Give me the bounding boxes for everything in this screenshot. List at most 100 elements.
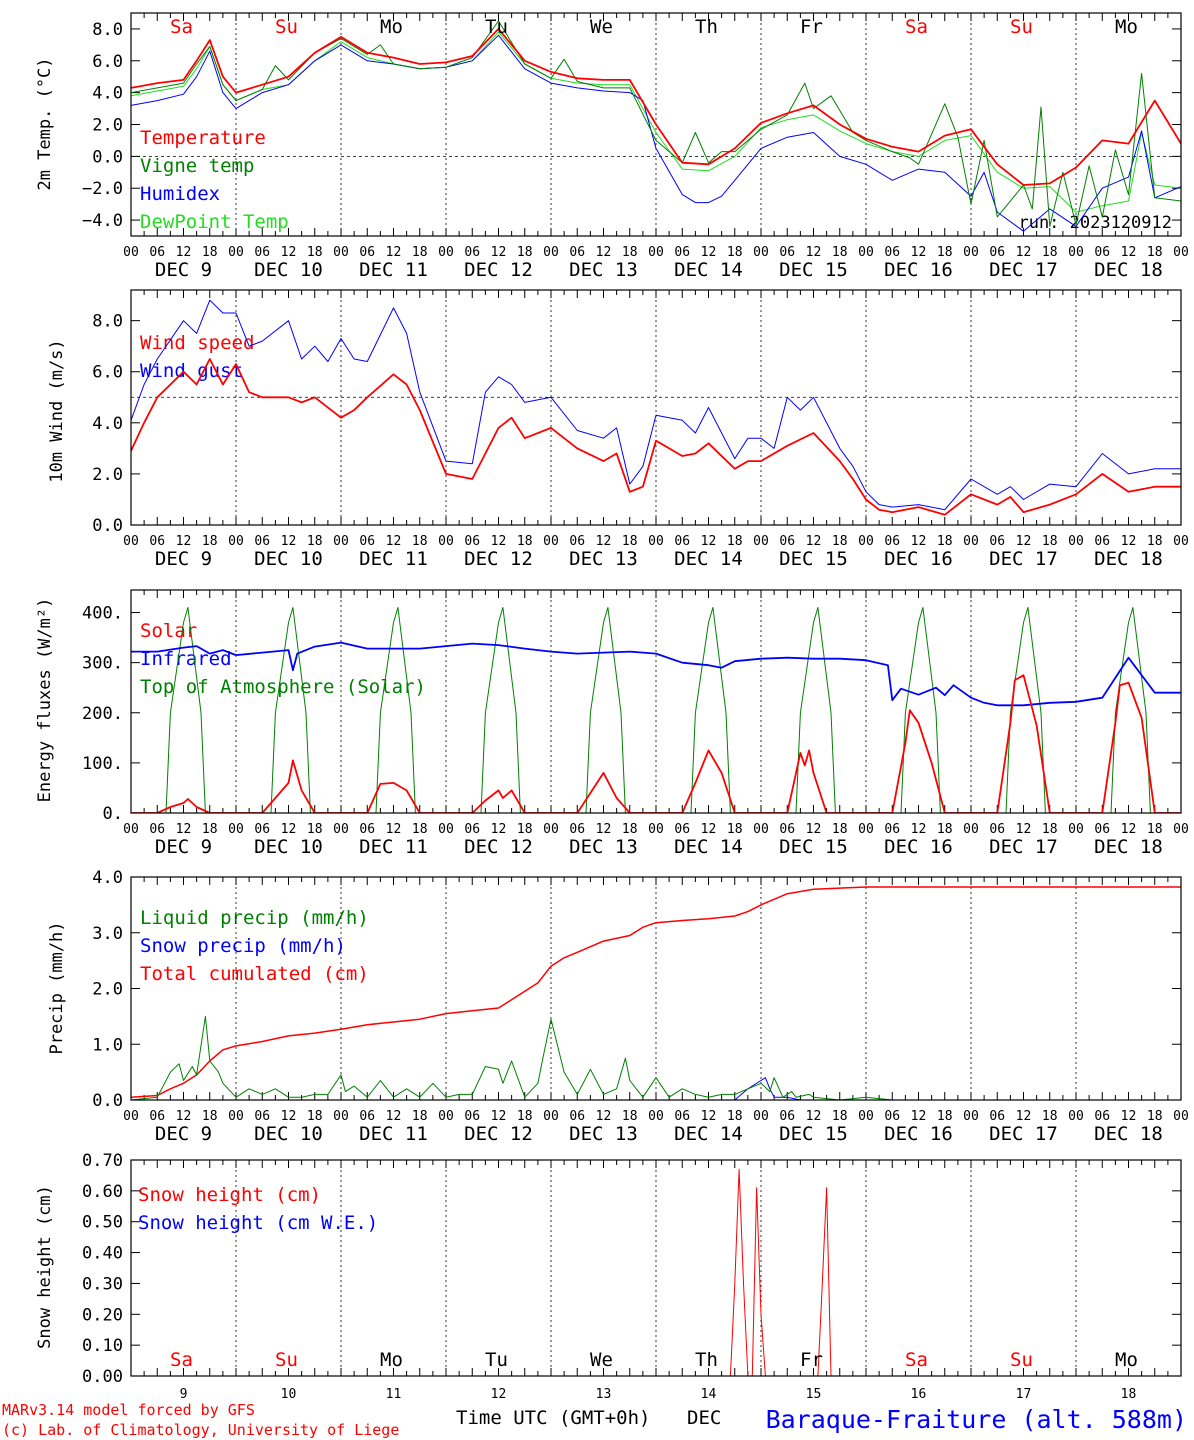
- hour-tick-label: 06: [884, 1109, 900, 1124]
- day-date-label: DEC 13: [569, 836, 638, 858]
- hour-tick-label: 12: [281, 1109, 297, 1124]
- day-number-label: 12: [491, 1387, 507, 1402]
- hour-tick-label: 06: [1094, 822, 1110, 837]
- hour-tick-label: 00: [858, 822, 874, 837]
- hour-tick-label: 18: [832, 245, 848, 260]
- y-tick-label: 2.0: [92, 980, 123, 1000]
- hour-tick-label: 18: [202, 1109, 218, 1124]
- hour-tick-label: 18: [937, 245, 953, 260]
- y-tick-label: 200.: [82, 704, 123, 724]
- series-line: [131, 1015, 1181, 1100]
- temperature-panel: 2m Temp. (°C) Temperature Vigne temp Hum…: [35, 57, 1172, 233]
- hour-tick-label: 00: [123, 1109, 139, 1124]
- hour-tick-label: 12: [281, 822, 297, 837]
- weekday-label: Sa: [170, 16, 193, 38]
- legend-wind-speed: Wind speed: [140, 332, 254, 354]
- hour-tick-label: 06: [359, 245, 375, 260]
- energy-ylabel: Energy fluxes (W/m²): [35, 598, 55, 803]
- day-date-label: DEC 10: [254, 836, 323, 858]
- hour-tick-label: 00: [858, 534, 874, 549]
- y-tick-label: 3.0: [92, 924, 123, 944]
- hour-tick-label: 06: [359, 1109, 375, 1124]
- hour-tick-label: 06: [674, 822, 690, 837]
- day-date-label: DEC 11: [359, 259, 428, 281]
- day-number-label: 15: [806, 1387, 822, 1402]
- hour-tick-label: 18: [832, 1109, 848, 1124]
- wind-plot: 00 06 12 18 00 06 12 18 00 06 12 18 00 06 12 18 00 06 12 18…: [92, 289, 1189, 570]
- hour-tick-label: 18: [307, 245, 323, 260]
- hour-tick-label: 12: [491, 1109, 507, 1124]
- hour-tick-label: 12: [176, 534, 192, 549]
- hour-tick-label: 00: [1068, 1109, 1084, 1124]
- weekday-label: Th: [695, 16, 718, 38]
- hour-tick-label: 00: [333, 822, 349, 837]
- y-tick-label: 0.50: [82, 1213, 123, 1233]
- hour-tick-label: 12: [911, 822, 927, 837]
- hour-tick-label: 12: [701, 822, 717, 837]
- series-line: [131, 1168, 1181, 1376]
- hour-tick-label: 06: [674, 1109, 690, 1124]
- hour-tick-label: 18: [412, 245, 428, 260]
- hour-tick-label: 00: [333, 245, 349, 260]
- precip-ylabel: Precip (mm/h): [47, 921, 67, 1054]
- hour-tick-label: 06: [254, 534, 270, 549]
- hour-tick-label: 12: [1016, 822, 1032, 837]
- hour-tick-label: 18: [1147, 245, 1163, 260]
- hour-tick-label: 00: [543, 1109, 559, 1124]
- hour-tick-label: 12: [911, 245, 927, 260]
- hour-tick-label: 12: [1121, 534, 1137, 549]
- day-date-label: DEC 10: [254, 548, 323, 570]
- hour-tick-label: 18: [622, 245, 638, 260]
- hour-tick-label: 00: [438, 822, 454, 837]
- hour-tick-label: 18: [1042, 822, 1058, 837]
- day-date-label: DEC 16: [884, 836, 953, 858]
- series-line: [131, 358, 1181, 516]
- y-tick-label: 0.40: [82, 1244, 123, 1264]
- hour-tick-label: 00: [1068, 534, 1084, 549]
- weekday-label: Sa: [170, 1349, 193, 1371]
- y-tick-label: −2.0: [82, 179, 123, 199]
- hour-tick-label: 18: [1147, 534, 1163, 549]
- legend-snow-precip: Snow precip (mm/h): [140, 935, 346, 957]
- y-tick-label: −4.0: [82, 211, 123, 231]
- day-date-label: DEC 14: [674, 259, 743, 281]
- weekday-label: Tu: [485, 16, 508, 38]
- hour-tick-label: 00: [1173, 534, 1189, 549]
- day-date-label: DEC 11: [359, 836, 428, 858]
- hour-tick-label: 18: [307, 822, 323, 837]
- hour-tick-label: 00: [123, 534, 139, 549]
- weekday-label: We: [590, 1349, 613, 1371]
- weekday-label: Sa: [905, 16, 928, 38]
- weekday-label: Mo: [380, 16, 403, 38]
- hour-tick-label: 18: [832, 534, 848, 549]
- y-tick-label: 400.: [82, 604, 123, 624]
- legend-wind-gust: Wind gust: [140, 360, 243, 382]
- day-date-label: DEC 9: [155, 836, 212, 858]
- y-tick-label: 4.0: [92, 414, 123, 434]
- weekday-label: Su: [1010, 1349, 1033, 1371]
- hour-tick-label: 06: [254, 1109, 270, 1124]
- hour-tick-label: 00: [228, 822, 244, 837]
- hour-tick-label: 06: [149, 245, 165, 260]
- hour-tick-label: 18: [1147, 822, 1163, 837]
- weekday-label: Sa: [905, 1349, 928, 1371]
- hour-tick-label: 06: [884, 245, 900, 260]
- hour-tick-label: 12: [491, 822, 507, 837]
- y-tick-label: 8.0: [92, 312, 123, 332]
- time-axis-label: Time UTC (GMT+0h): [456, 1407, 650, 1429]
- hour-tick-label: 12: [806, 534, 822, 549]
- hour-tick-label: 12: [386, 1109, 402, 1124]
- hour-tick-label: 06: [1094, 245, 1110, 260]
- hour-tick-label: 12: [1016, 534, 1032, 549]
- hour-tick-label: 12: [281, 245, 297, 260]
- day-date-label: DEC 10: [254, 1123, 323, 1145]
- legend-total-cumulated: Total cumulated (cm): [140, 963, 369, 985]
- hour-tick-label: 18: [517, 1109, 533, 1124]
- day-number-label: 14: [701, 1387, 717, 1402]
- hour-tick-label: 06: [149, 822, 165, 837]
- hour-tick-label: 12: [491, 534, 507, 549]
- hour-tick-label: 12: [1121, 245, 1137, 260]
- hour-tick-label: 12: [1016, 245, 1032, 260]
- hour-tick-label: 18: [202, 822, 218, 837]
- day-date-label: DEC 12: [464, 1123, 533, 1145]
